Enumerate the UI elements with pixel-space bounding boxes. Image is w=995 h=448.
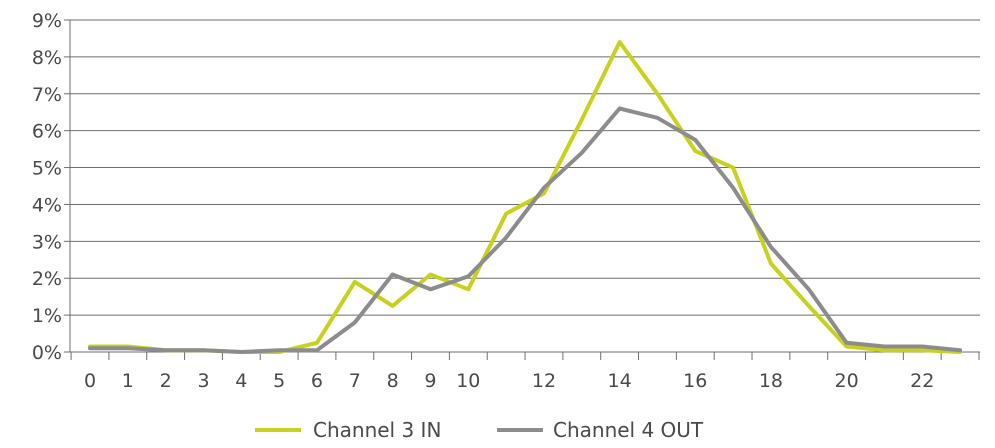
series-lines — [88, 40, 963, 354]
y-tick-label: 7% — [32, 84, 62, 106]
x-tick-label: 22 — [910, 370, 934, 392]
y-tick-label: 1% — [32, 305, 62, 327]
x-tick-label: 14 — [608, 370, 632, 392]
y-tick-label: 6% — [32, 121, 62, 143]
series-line-2 — [88, 106, 963, 354]
x-tick-label: 6 — [311, 370, 323, 392]
y-tick-label: 3% — [32, 231, 62, 253]
gridlines — [70, 19, 980, 316]
legend: Channel 3 IN Channel 4 OUT — [255, 418, 704, 442]
y-tick-label: 8% — [32, 47, 62, 69]
y-tick-label: 4% — [32, 194, 62, 216]
x-tick-label: 20 — [835, 370, 859, 392]
x-tick-label: 0 — [84, 370, 96, 392]
y-tick-label: 0% — [32, 342, 62, 364]
x-tick-label: 18 — [759, 370, 783, 392]
y-tick-label: 5% — [32, 158, 62, 180]
x-tick-label: 5 — [273, 370, 285, 392]
legend-label: Channel 4 OUT — [553, 418, 704, 442]
series-line-1 — [88, 40, 963, 354]
x-tick-label: 4 — [235, 370, 247, 392]
x-tick-label: 10 — [456, 370, 480, 392]
legend-label: Channel 3 IN — [313, 418, 441, 442]
x-tick-label: 1 — [122, 370, 134, 392]
x-tick-label: 3 — [197, 370, 209, 392]
x-tick-label: 8 — [387, 370, 399, 392]
x-tick-label: 9 — [424, 370, 436, 392]
y-tick-label: 2% — [32, 268, 62, 290]
x-tick-label: 12 — [532, 370, 556, 392]
axes: 0%1%2%3%4%5%6%7%8%9%0 1 2 3 4 5 6 7 8 9 10 12 14 16 18… — [32, 10, 980, 392]
x-tick-label: 16 — [683, 370, 707, 392]
x-tick-label: 7 — [349, 370, 361, 392]
x-tick-label: 2 — [160, 370, 172, 392]
y-tick-label: 9% — [32, 10, 62, 32]
